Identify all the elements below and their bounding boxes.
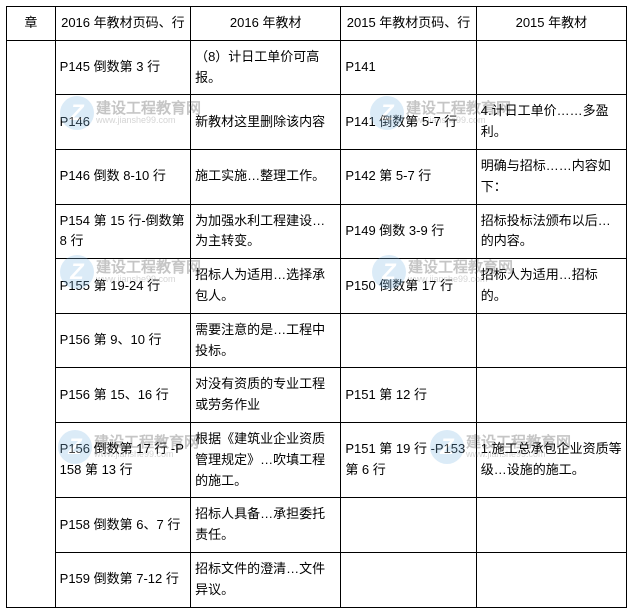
table-row: P156 第 15、16 行对没有资质的专业工程或劳务作业P151 第 12 行 (7, 368, 627, 423)
cell-page2016: P156 第 15、16 行 (55, 368, 190, 423)
cell-page2015: P149 倒数 3-9 行 (341, 204, 476, 259)
cell-text2016: 招标文件的澄清…文件异议。 (191, 552, 341, 607)
table-row: P154 第 15 行-倒数第 8 行为加强水利工程建设…为主转变。P149 倒… (7, 204, 627, 259)
table-row: P145 倒数第 3 行（8）计日工单价可高报。P141 (7, 40, 627, 95)
cell-text2015: 招标投标法颁布以后…的内容。 (476, 204, 626, 259)
cell-text2016: 为加强水利工程建设…为主转变。 (191, 204, 341, 259)
cell-page2016: P154 第 15 行-倒数第 8 行 (55, 204, 190, 259)
cell-page2015: P141 (341, 40, 476, 95)
cell-text2016: 招标人具备…承担委托责任。 (191, 498, 341, 553)
cell-text2016: 根据《建筑业企业资质管理规定》…吹填工程的施工。 (191, 422, 341, 497)
table-row: P159 倒数第 7-12 行招标文件的澄清…文件异议。 (7, 552, 627, 607)
cell-text2015: 4.计日工单价……多盈利。 (476, 95, 626, 150)
cell-page2016: P145 倒数第 3 行 (55, 40, 190, 95)
cell-page2015: P142 第 5-7 行 (341, 149, 476, 204)
cell-text2016: （8）计日工单价可高报。 (191, 40, 341, 95)
cell-text2015 (476, 552, 626, 607)
cell-page2016: P156 倒数第 17 行 -P158 第 13 行 (55, 422, 190, 497)
cell-text2016: 新教材这里删除该内容 (191, 95, 341, 150)
col-page2015: 2015 年教材页码、行 (341, 7, 476, 41)
cell-page2015 (341, 552, 476, 607)
cell-text2016: 需要注意的是…工程中投标。 (191, 313, 341, 368)
table-row: P158 倒数第 6、7 行招标人具备…承担委托责任。 (7, 498, 627, 553)
comparison-table: 章 2016 年教材页码、行 2016 年教材 2015 年教材页码、行 201… (6, 6, 627, 608)
col-text2016: 2016 年教材 (191, 7, 341, 41)
col-page2016: 2016 年教材页码、行 (55, 7, 190, 41)
cell-text2015: 明确与招标……内容如下： (476, 149, 626, 204)
table-row: P156 倒数第 17 行 -P158 第 13 行根据《建筑业企业资质管理规定… (7, 422, 627, 497)
cell-text2015 (476, 40, 626, 95)
cell-text2015 (476, 313, 626, 368)
chapter-cell (7, 40, 56, 607)
table-body: P145 倒数第 3 行（8）计日工单价可高报。P141P146新教材这里删除该… (7, 40, 627, 607)
cell-page2016: P146 (55, 95, 190, 150)
col-chapter: 章 (7, 7, 56, 41)
table-row: P155 第 19-24 行招标人为适用…选择承包人。P150 倒数第 17 行… (7, 259, 627, 314)
cell-page2016: P146 倒数 8-10 行 (55, 149, 190, 204)
cell-page2015: P151 第 12 行 (341, 368, 476, 423)
cell-page2016: P155 第 19-24 行 (55, 259, 190, 314)
cell-page2015: P151 第 19 行 -P153 第 6 行 (341, 422, 476, 497)
cell-text2016: 施工实施…整理工作。 (191, 149, 341, 204)
cell-text2015: 1.施工总承包企业资质等级…设施的施工。 (476, 422, 626, 497)
cell-page2015: P141 倒数第 5-7 行 (341, 95, 476, 150)
cell-page2016: P156 第 9、10 行 (55, 313, 190, 368)
cell-page2015 (341, 313, 476, 368)
table-row: P156 第 9、10 行需要注意的是…工程中投标。 (7, 313, 627, 368)
table-header-row: 章 2016 年教材页码、行 2016 年教材 2015 年教材页码、行 201… (7, 7, 627, 41)
table-row: P146新教材这里删除该内容P141 倒数第 5-7 行4.计日工单价……多盈利… (7, 95, 627, 150)
cell-text2016: 对没有资质的专业工程或劳务作业 (191, 368, 341, 423)
cell-text2015: 招标人为适用…招标的。 (476, 259, 626, 314)
cell-page2015: P150 倒数第 17 行 (341, 259, 476, 314)
cell-text2016: 招标人为适用…选择承包人。 (191, 259, 341, 314)
cell-text2015 (476, 368, 626, 423)
table-row: P146 倒数 8-10 行施工实施…整理工作。P142 第 5-7 行明确与招… (7, 149, 627, 204)
cell-page2016: P159 倒数第 7-12 行 (55, 552, 190, 607)
col-text2015: 2015 年教材 (476, 7, 626, 41)
cell-text2015 (476, 498, 626, 553)
cell-page2015 (341, 498, 476, 553)
cell-page2016: P158 倒数第 6、7 行 (55, 498, 190, 553)
